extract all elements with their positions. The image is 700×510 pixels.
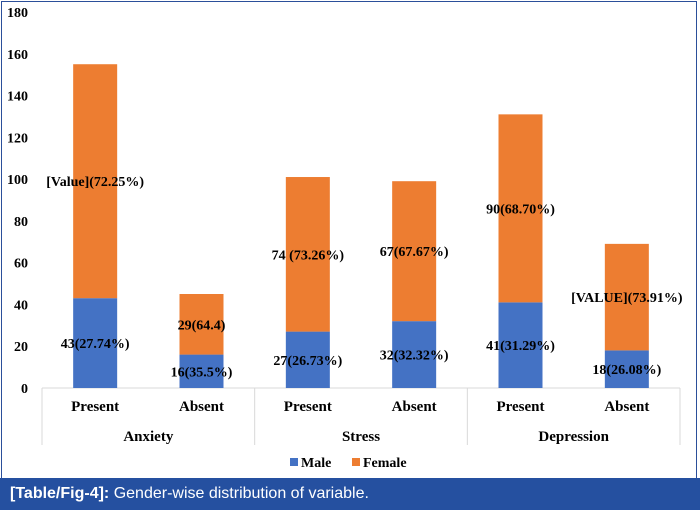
bar-male	[73, 298, 118, 388]
bar-male	[498, 302, 543, 388]
category-label: Absent	[392, 399, 437, 415]
figure-caption: [Table/Fig-4]: Gender-wise distribution …	[0, 478, 700, 510]
data-label: 18(26.08%)	[592, 363, 661, 378]
y-tick-label: 20	[14, 340, 28, 355]
data-label: [Value](72.25%)	[46, 175, 144, 190]
bar-male	[604, 350, 649, 388]
bar-female	[604, 243, 649, 351]
category-label: Absent	[604, 399, 649, 415]
y-tick-label: 120	[7, 131, 28, 146]
data-label: 41(31.29%)	[486, 339, 555, 354]
data-label: 74 (73.26%)	[272, 248, 345, 263]
stacked-bar-chart: 0 20 40 60 80 100 120 140 160 180 Anxiety Stress Dep…	[7, 6, 683, 471]
y-tick-label: 100	[7, 173, 28, 188]
bar-male	[392, 321, 437, 388]
caption-text: Gender-wise distribution of variable.	[109, 485, 369, 502]
data-label: 32(32.32%)	[380, 349, 449, 364]
category-label: Present	[71, 399, 119, 415]
legend-label: Female	[363, 456, 407, 471]
bar-female	[392, 181, 437, 322]
legend-swatch-female	[352, 458, 360, 466]
group-label: Stress	[342, 429, 380, 445]
y-tick-label: 180	[7, 6, 28, 21]
data-label: 90(68.70%)	[486, 202, 555, 217]
data-label: 16(35.5%)	[171, 365, 233, 380]
legend-label: Male	[301, 456, 331, 471]
category-label: Present	[284, 399, 332, 415]
bar-female	[179, 294, 224, 355]
y-tick-label: 80	[14, 215, 28, 230]
data-label: 29(64.4)	[178, 318, 226, 333]
data-label: 67(67.67%)	[380, 245, 449, 260]
caption-label: [Table/Fig-4]:	[10, 485, 110, 502]
category-label: Absent	[179, 399, 224, 415]
bar-male	[285, 331, 330, 388]
bar-male	[179, 354, 224, 388]
y-tick-label: 160	[7, 48, 28, 63]
bar-female	[498, 114, 543, 303]
y-tick-label: 140	[7, 90, 28, 105]
y-tick-label: 0	[21, 382, 28, 397]
group-label: Anxiety	[123, 429, 173, 445]
y-tick-label: 40	[14, 298, 28, 313]
bar-female	[73, 64, 118, 299]
category-label: Present	[496, 399, 544, 415]
legend-swatch-male	[290, 458, 298, 466]
data-label: 27(26.73%)	[273, 354, 342, 369]
bar-female	[285, 177, 330, 332]
data-label: [VALUE](73.91%)	[571, 291, 683, 306]
group-label: Depression	[538, 429, 609, 445]
data-label: 43(27.74%)	[61, 337, 130, 352]
y-tick-label: 60	[14, 257, 28, 272]
